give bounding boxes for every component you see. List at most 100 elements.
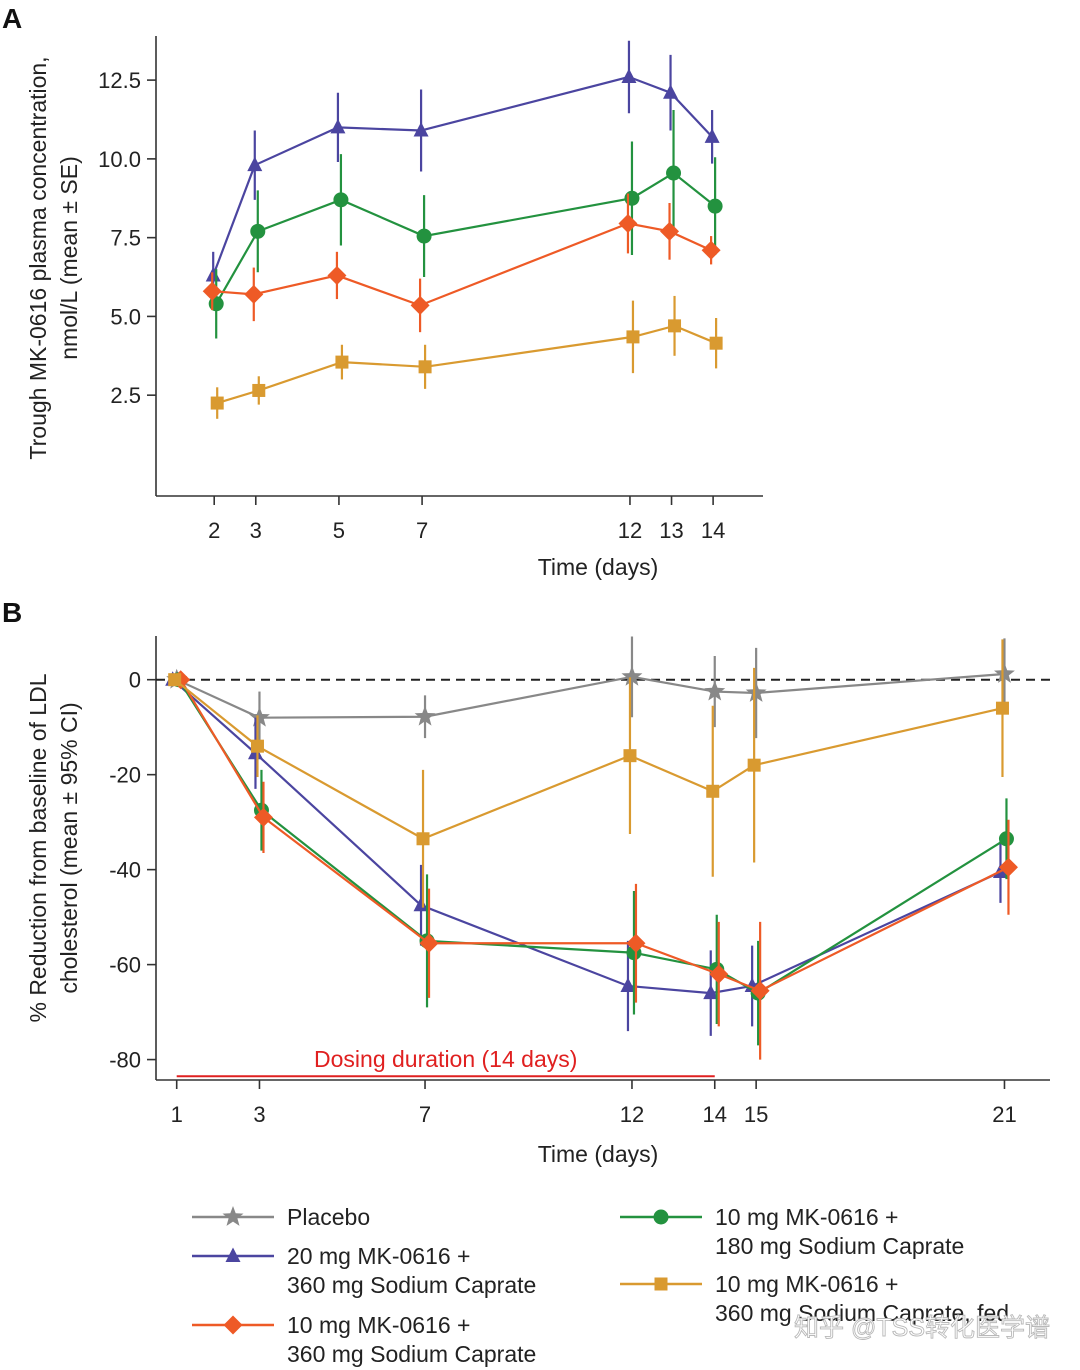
panel-b-dosing-annotation: Dosing duration (14 days) [176,1046,715,1078]
x-tick-label: 3 [253,1102,265,1127]
panel-b-y-ticks: 0 -20 -40 -60 -80 [109,668,156,1073]
legend-swatch-triangle-icon [225,1247,241,1262]
x-tick-label: 1 [171,1102,183,1127]
data-point-star [621,665,643,686]
series-mk10_360_fed [210,295,723,419]
x-tick-label: 12 [618,518,642,543]
y-tick-label: 2.5 [110,383,141,408]
data-point-diamond [410,295,430,315]
panel-b-y-axis-title-line1: % Reduction from baseline of LDL [25,673,51,1022]
panel-a: A 2.5 5.0 7.5 10.0 12.5 2 3 5 7 12 13 14 Time (day… [2,3,763,580]
series-line [212,75,713,276]
panel-b-y-axis-title-line2: cholesterol (mean ± 95% CI) [56,702,82,993]
data-point-square [416,832,430,846]
data-point-diamond [998,857,1018,877]
legend-label: 10 mg MK-0616 + [287,1312,470,1338]
panel-a-y-axis-title-line2: nmol/L (mean ± SE) [56,156,82,360]
y-tick-label: 7.5 [110,226,141,251]
panel-b: B 0 -20 -40 -60 -80 1 3 7 12 14 15 21 Dosing durat… [2,597,1050,1167]
x-tick-label: 14 [703,1102,727,1127]
legend-label: Placebo [287,1204,370,1230]
legend-label: 10 mg MK-0616 + [715,1204,898,1230]
legend-item-mk20_360: 20 mg MK-0616 + 360 mg Sodium Caprate [192,1243,536,1298]
data-point-square [623,749,637,763]
data-point-diamond [419,933,439,953]
x-tick-label: 3 [250,518,262,543]
y-tick-label: 10.0 [98,147,141,172]
data-point-triangle [620,977,636,992]
series-line [216,324,717,405]
series-line [177,679,1008,995]
series-line [212,222,712,307]
panel-a-x-ticks: 2 3 5 7 12 13 14 [208,496,725,543]
data-point-star [994,663,1015,683]
data-point-square [709,336,723,350]
series-line [171,678,1001,995]
data-point-square [250,739,264,753]
panel-b-plot-area [165,636,1018,1060]
y-tick-label: -80 [109,1048,141,1073]
panel-b-x-ticks: 1 3 7 12 14 15 21 [171,1080,1017,1127]
data-point-circle [250,223,266,239]
panel-a-label: A [2,3,22,34]
x-tick-label: 7 [419,1102,431,1127]
series-placebo [166,636,1015,744]
panel-a-x-axis-title: Time (days) [538,554,659,580]
data-point-circle [333,192,349,208]
data-point-diamond [327,265,347,285]
legend-item-mk10_360: 10 mg MK-0616 + 360 mg Sodium Caprate [192,1312,536,1367]
y-tick-label: -20 [109,763,141,788]
legend-item-mk10_360_fed: 10 mg MK-0616 + 360 mg Sodium Caprate, fe… [620,1271,1009,1326]
data-point-star [414,705,436,726]
legend-item-placebo: Placebo [192,1204,370,1230]
legend-label: 360 mg Sodium Caprate, fed [715,1300,1009,1326]
data-point-square [210,396,224,410]
data-point-triangle [330,118,346,134]
data-point-star [745,682,767,702]
data-point-diamond [660,221,680,241]
data-point-diamond [750,981,770,1001]
legend-swatch-diamond-icon [223,1315,243,1335]
data-point-triangle [663,84,679,99]
data-point-diamond [244,284,264,304]
series-line [179,679,1009,992]
data-point-diamond [202,281,222,301]
series-mk10_180 [171,672,1014,1046]
data-point-diamond [626,933,646,953]
data-point-circle [998,831,1014,847]
data-point-circle [624,190,640,206]
series-mk10_360 [171,670,1018,1060]
legend-swatch-star-icon [222,1206,244,1226]
data-point-triangle [621,68,637,83]
y-tick-label: -60 [109,953,141,978]
x-tick-label: 15 [744,1102,768,1127]
data-point-square [706,784,720,798]
x-tick-label: 21 [992,1102,1016,1127]
legend-swatch-square-icon [654,1277,668,1291]
y-tick-label: 5.0 [110,304,141,329]
panel-a-plot-area [202,40,723,419]
y-tick-label: 0 [129,668,141,693]
data-point-square [626,330,640,344]
data-point-square [168,673,182,687]
legend-item-mk10_180: 10 mg MK-0616 + 180 mg Sodium Caprate [620,1204,964,1259]
x-tick-label: 13 [659,518,683,543]
data-point-triangle [704,128,720,143]
series-mk10_180 [208,110,723,339]
data-point-square [252,383,266,397]
data-point-circle [416,228,432,244]
data-point-square [995,701,1009,715]
data-point-triangle [703,984,719,1000]
legend-label: 360 mg Sodium Caprate [287,1341,536,1367]
y-tick-label: -40 [109,858,141,883]
data-point-triangle [247,156,263,172]
y-tick-label: 12.5 [98,68,141,93]
panel-b-x-axis-title: Time (days) [538,1141,659,1167]
legend-label: 10 mg MK-0616 + [715,1271,898,1297]
series-line [215,171,716,305]
x-tick-label: 14 [701,518,725,543]
data-point-star [249,706,270,727]
x-tick-label: 2 [208,518,220,543]
x-tick-label: 5 [333,518,345,543]
